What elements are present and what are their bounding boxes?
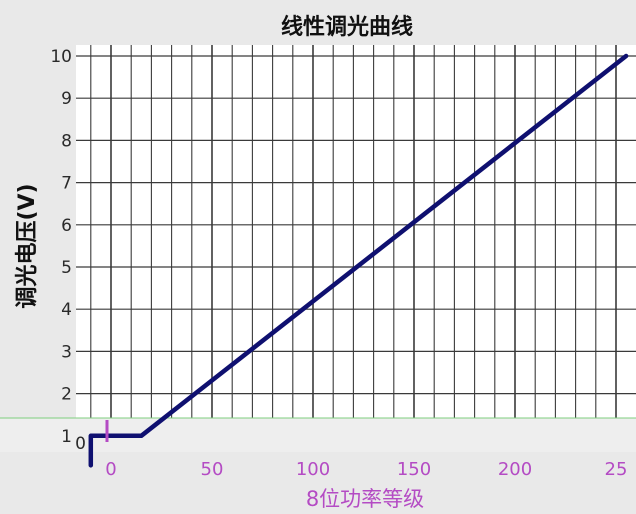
x-tick-label: 25: [605, 459, 628, 480]
series-line-0: [88, 53, 629, 468]
y-tick-label: 4: [61, 300, 72, 320]
y-ticks: 01 2 3 4 5 6 7 8 9 10: [50, 47, 109, 454]
x-ticks: 0 50 100 150 200 25: [105, 459, 627, 480]
x-tick-label: 100: [296, 459, 330, 480]
y-tick-label: 3: [61, 342, 72, 362]
y-axis-label: 调光电压(V): [15, 183, 40, 308]
chart-title: 线性调光曲线: [281, 14, 413, 40]
y-tick-label: 8: [61, 131, 72, 151]
y-tick-label: 5: [61, 258, 72, 278]
series: [88, 53, 629, 468]
y-tick-label: 6: [61, 216, 72, 236]
x-axis-label: 8位功率等级: [306, 487, 424, 511]
grid: [76, 45, 636, 418]
y-tick-label: 1: [61, 427, 72, 447]
y-tick-label: 2: [61, 385, 72, 405]
y-tick-label: 10: [50, 47, 72, 67]
x-tick-label: 50: [201, 459, 224, 480]
plot-area: [76, 45, 636, 418]
y-tick-label: 0: [75, 434, 86, 454]
y-tick-label: 9: [61, 89, 72, 109]
x-tick-label: 150: [397, 459, 431, 480]
y-tick-label: 7: [61, 174, 72, 194]
x-tick-label: 0: [105, 459, 116, 480]
x-tick-label: 200: [498, 459, 532, 480]
